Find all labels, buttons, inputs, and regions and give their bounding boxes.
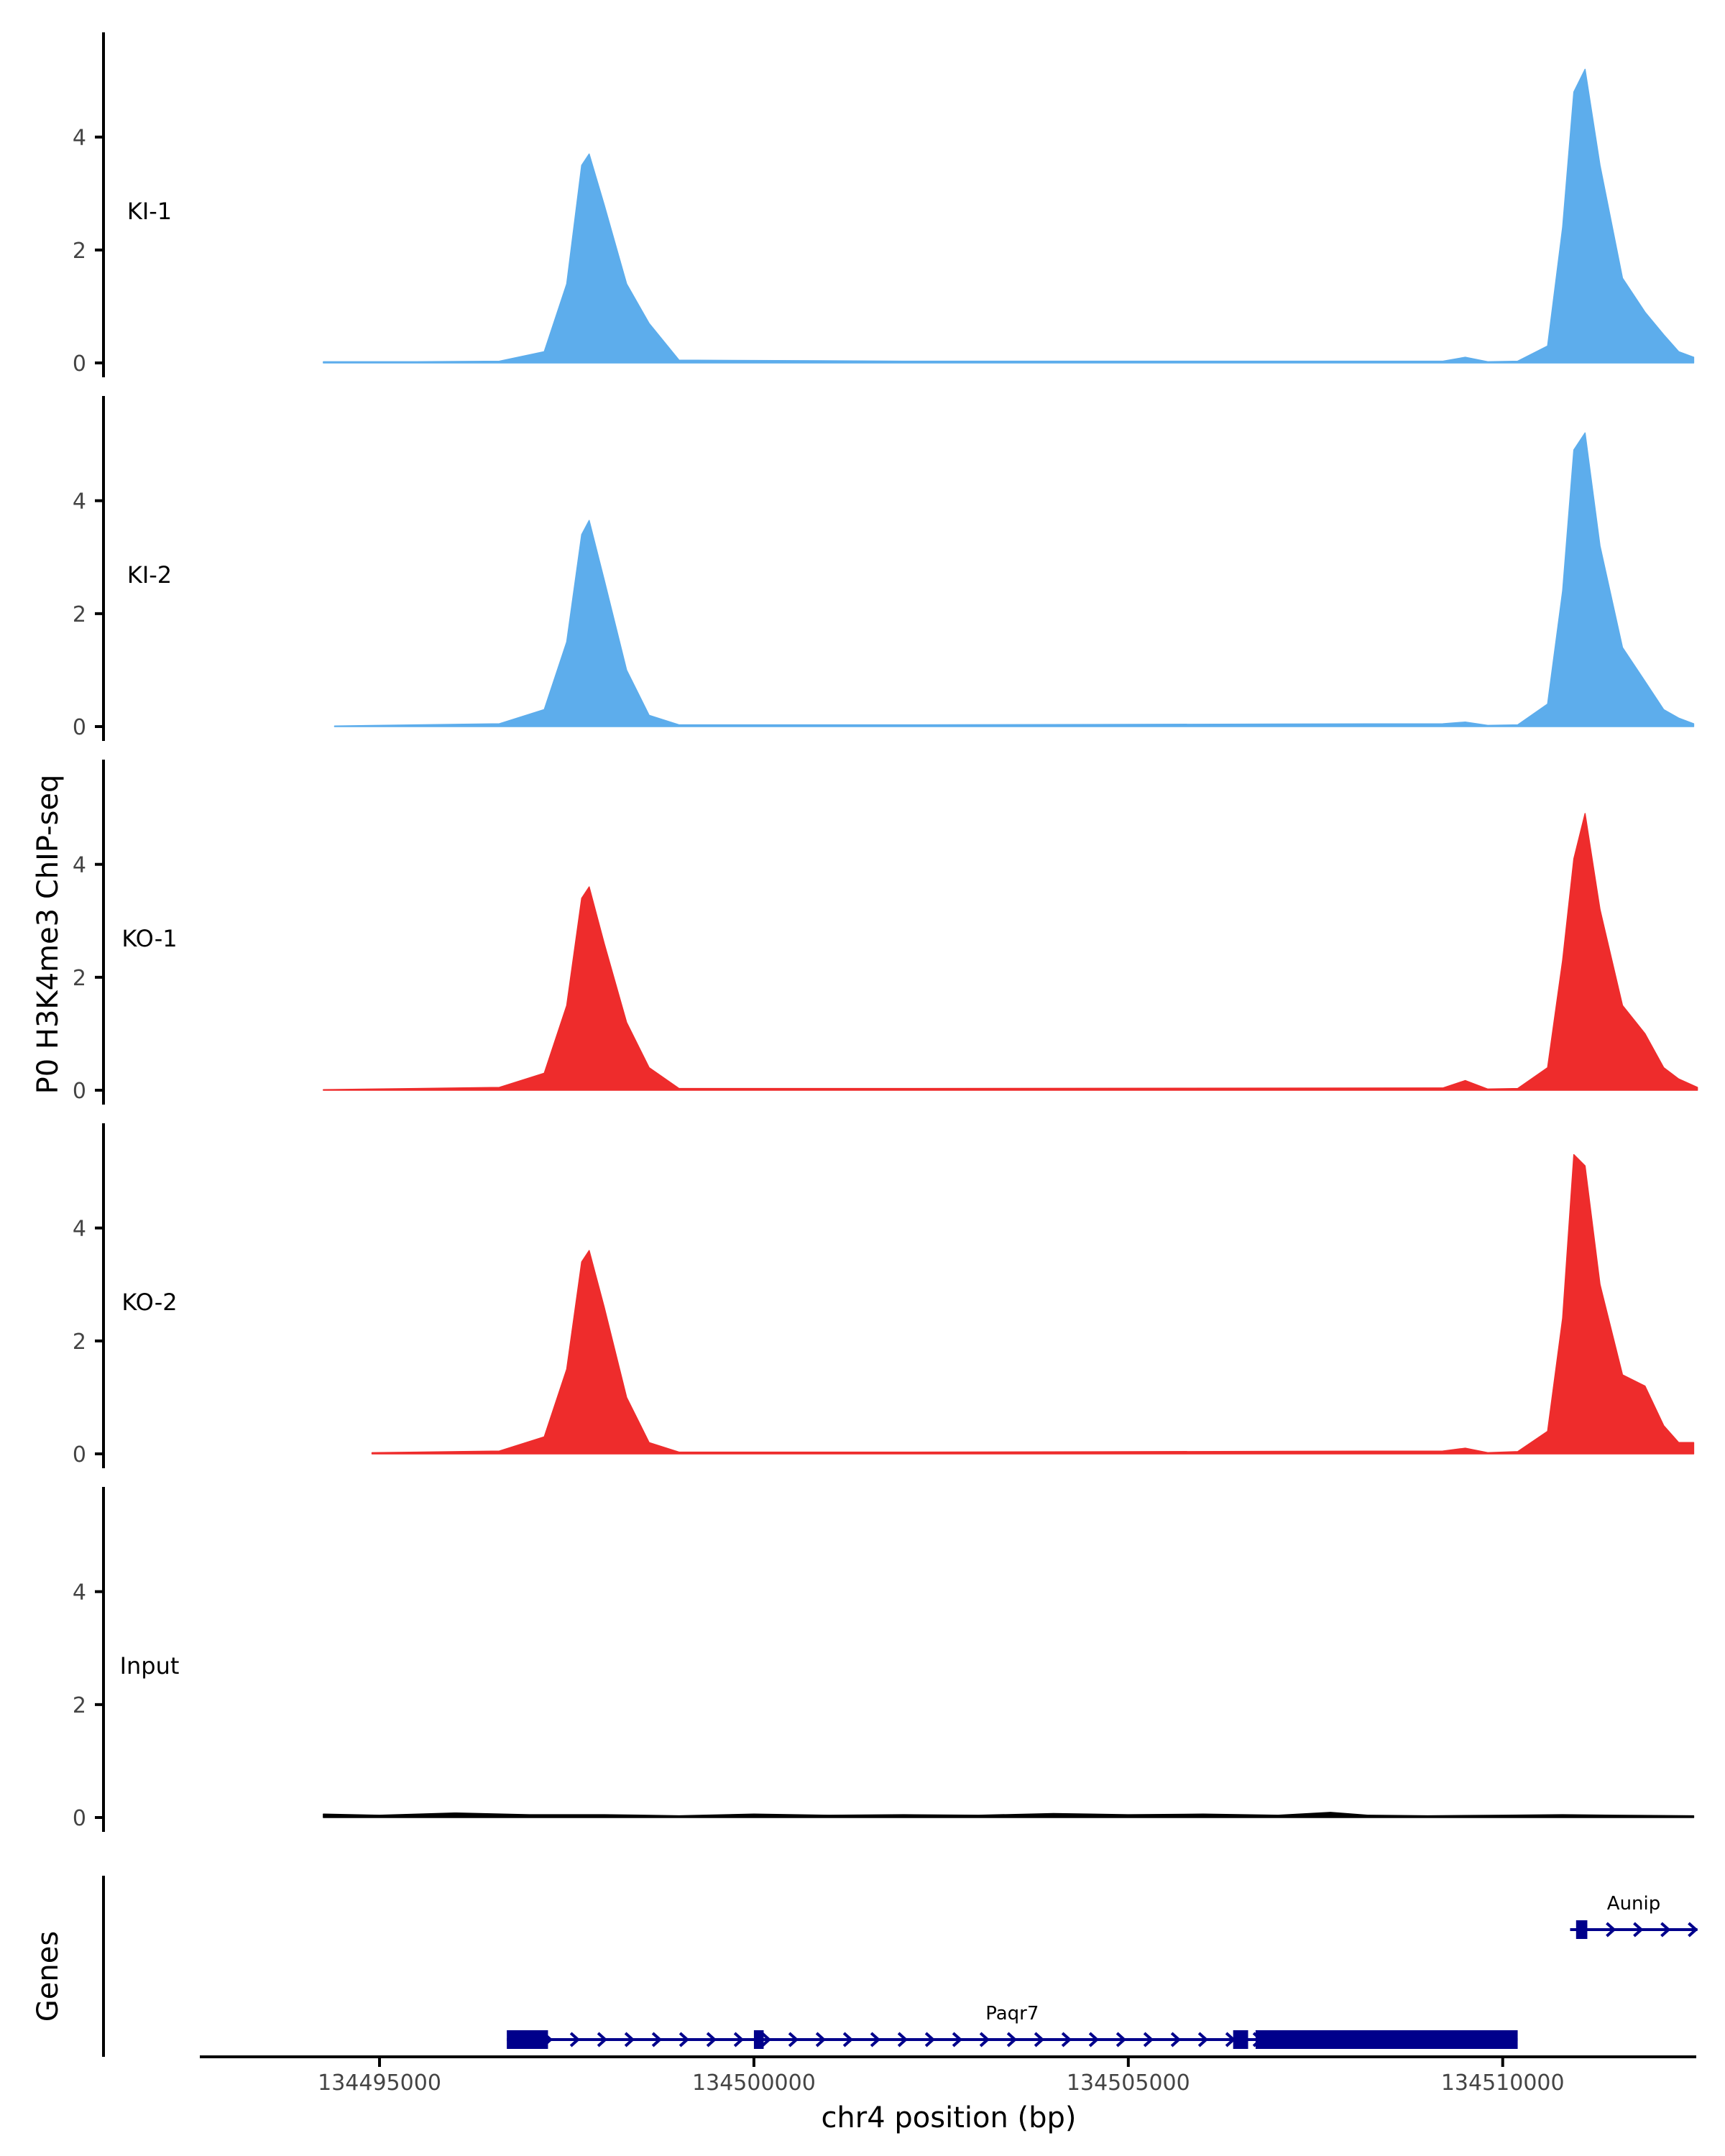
strand-arrow (952, 2032, 963, 2047)
strand-arrow (897, 2032, 908, 2047)
gene-label: Paqr7 (985, 2003, 1039, 2024)
strand-arrow (1688, 1922, 1698, 1938)
strand-arrow (1633, 1922, 1644, 1938)
x-tick-label: 134510000 (1441, 2070, 1565, 2096)
strand-arrow (1061, 2032, 1072, 2047)
strand-arrow (1606, 1922, 1616, 1938)
gene-paqr7: Paqr7 (507, 2003, 1518, 2049)
strand-arrow (1170, 2032, 1182, 2047)
y-tick-label: 4 (73, 1580, 86, 1606)
gene-label: Aunip (1607, 1893, 1660, 1915)
x-tick-label: 134505000 (1067, 2070, 1190, 2096)
y-tick-label: 2 (73, 966, 86, 991)
gene-exon (753, 2030, 764, 2049)
strand-arrow (569, 2032, 581, 2047)
strand-arrow (1034, 2032, 1045, 2047)
x-axis: 134495000 134500000 134505000 134510000 (200, 2055, 1696, 2096)
y-tick-label: 0 (73, 715, 86, 740)
y-tick-label: 4 (73, 1217, 86, 1242)
strand-arrow (842, 2032, 854, 2047)
strand-arrow (1143, 2032, 1154, 2047)
strand-arrow (624, 2032, 635, 2047)
signal-area (371, 1153, 1695, 1455)
y-tick-label: 4 (73, 489, 86, 515)
signal-area (323, 1812, 1695, 1818)
y-axis-title: P0 H3K4me3 ChIP-seq (32, 775, 65, 1095)
signal-area (323, 68, 1695, 364)
strand-arrow (1660, 1922, 1671, 1938)
y-tick-label: 0 (73, 351, 86, 377)
strand-arrow (597, 2032, 608, 2047)
track-label: KI-2 (127, 561, 172, 589)
y-tick-label: 4 (73, 126, 86, 151)
track-label: KO-1 (121, 925, 177, 952)
y-tick-label: 0 (73, 1442, 86, 1468)
gene-exon (1255, 2030, 1518, 2049)
tracks-layer: 0 2 4 KI-1 0 2 4 KI-2 0 2 4 KO-1 0 2 4 KO-2 0 2 4 Input (73, 32, 1698, 1832)
strand-arrow (1197, 2032, 1209, 2047)
gene-exon (507, 2030, 548, 2049)
signal-area (323, 813, 1698, 1091)
strand-arrow (651, 2032, 663, 2047)
strand-arrow (788, 2032, 799, 2047)
strand-arrow (760, 2032, 772, 2047)
track-ki-1: 0 2 4 KI-1 (73, 32, 1695, 377)
y-tick-label: 2 (73, 1693, 86, 1718)
track-input: 0 2 4 Input (73, 1487, 1695, 1832)
strand-arrow (733, 2032, 745, 2047)
y-tick-label: 2 (73, 1330, 86, 1355)
strand-arrow (815, 2032, 827, 2047)
track-ko-1: 0 2 4 KO-1 (73, 760, 1698, 1105)
strand-arrow (678, 2032, 690, 2047)
strand-arrow (1116, 2032, 1127, 2047)
signal-area (334, 432, 1695, 727)
track-ko-2: 0 2 4 KO-2 (73, 1123, 1695, 1468)
y-tick-label: 2 (73, 239, 86, 264)
genes-axis-title: Genes (32, 1931, 65, 2022)
gene-aunip: Aunip (1570, 1893, 1698, 1939)
gene-exon (1576, 1920, 1588, 1939)
y-tick-label: 2 (73, 602, 86, 627)
y-tick-label: 4 (73, 853, 86, 878)
y-tick-label: 0 (73, 1806, 86, 1831)
strand-arrow (1006, 2032, 1018, 2047)
y-tick-label: 0 (73, 1079, 86, 1104)
strand-arrow (706, 2032, 717, 2047)
strand-arrow (870, 2032, 881, 2047)
x-tick-label: 134500000 (692, 2070, 816, 2096)
track-ki-2: 0 2 4 KI-2 (73, 396, 1695, 741)
x-tick-label: 134495000 (318, 2070, 441, 2096)
track-label: KI-1 (127, 198, 172, 225)
gene-exon (1233, 2030, 1248, 2049)
strand-arrow (979, 2032, 990, 2047)
strand-arrow (924, 2032, 936, 2047)
track-label: Input (120, 1652, 180, 1680)
genes-layer: Paqr7 Aunip (102, 1876, 1698, 2057)
x-axis-title: chr4 position (bp) (821, 2101, 1076, 2134)
strand-arrow (1088, 2032, 1100, 2047)
track-label: KO-2 (121, 1289, 177, 1316)
